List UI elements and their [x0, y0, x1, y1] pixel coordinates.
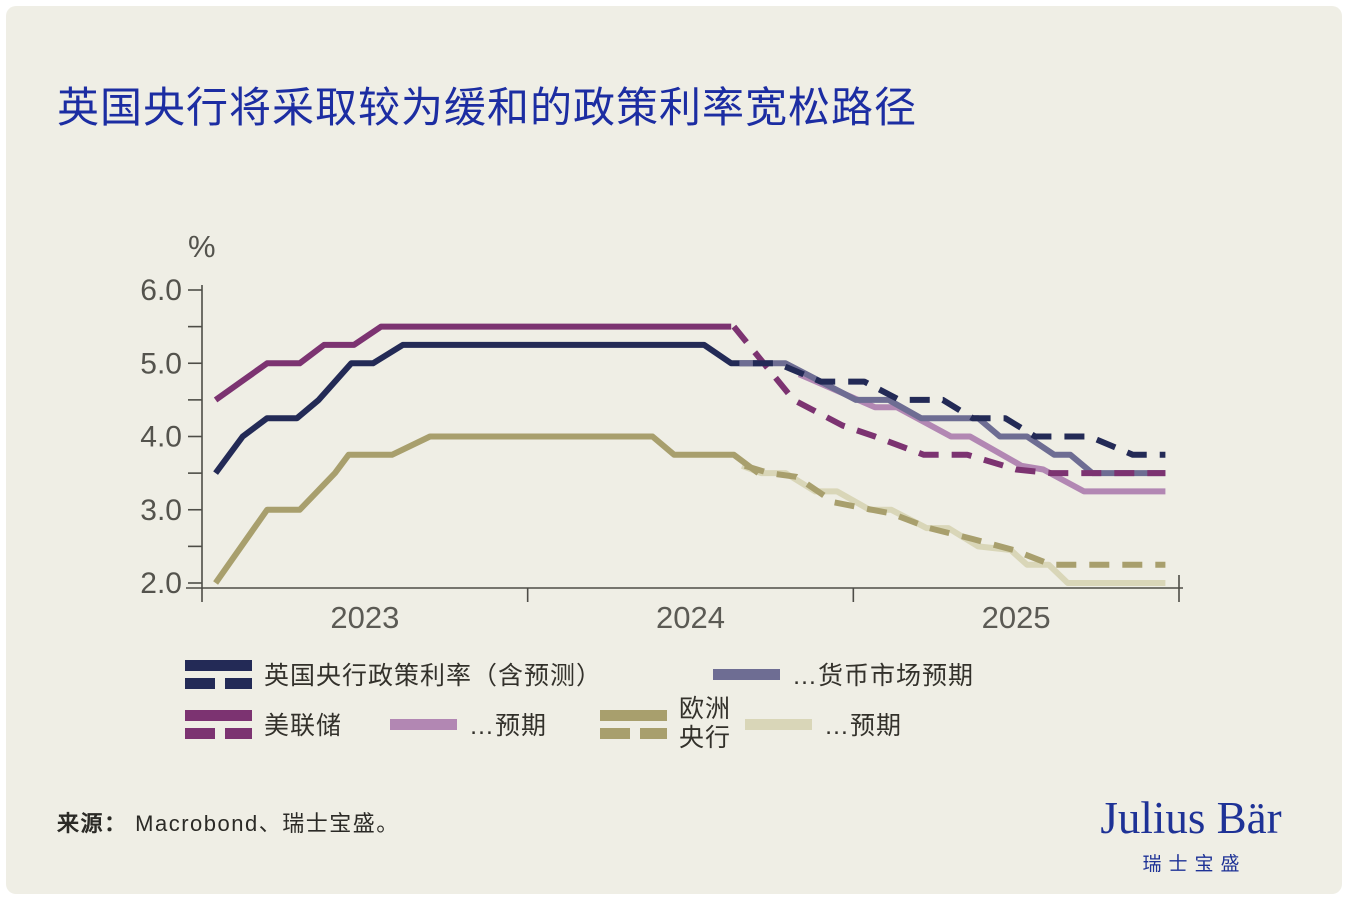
legend-swatch-solid	[390, 718, 457, 730]
legend-row-2: 美联储 …预期 欧洲 央行 …预期	[0, 695, 1348, 752]
x-year-label: 2024	[656, 600, 725, 635]
y-tick-label: 6.0	[140, 274, 182, 307]
legend-item: …预期	[390, 700, 547, 748]
legend-item: 美联储	[185, 700, 342, 748]
logo-wordmark: Julius Bär	[1100, 793, 1282, 843]
series-fed_forecast	[731, 324, 1166, 477]
legend-swatch-solid	[713, 668, 780, 680]
series-fed_actual	[213, 323, 732, 403]
series-ecb_actual	[213, 433, 761, 585]
x-year-label: 2025	[982, 600, 1051, 635]
legend-item: 欧洲 央行	[600, 695, 731, 752]
legend-row-1: 英国央行政策利率（含预测） …货币市场预期	[0, 650, 1348, 698]
chart-title: 英国央行将采取较为缓和的政策利率宽松路径	[57, 84, 918, 132]
legend-label: 英国央行政策利率（含预测）	[264, 662, 603, 690]
y-tick-label: 2.0	[140, 567, 182, 600]
y-axis-unit-label: %	[188, 229, 216, 264]
legend-item: …预期	[745, 700, 902, 748]
series-boe_actual	[213, 341, 762, 475]
series-fed_expectation	[797, 371, 1166, 495]
legend-label: …货币市场预期	[792, 662, 975, 690]
legend-label: 美联储	[264, 712, 343, 740]
legend-label: …预期	[469, 712, 548, 740]
y-tick-label: 5.0	[140, 347, 182, 380]
series-money_market_expectation	[739, 360, 1166, 477]
logo-chinese-name: 瑞士宝盛	[1142, 853, 1247, 875]
legend-swatch-solid_dash	[185, 709, 252, 739]
julius-baer-logo: Julius Bär 瑞士宝盛	[1085, 793, 1297, 876]
series-ecb_forecast	[743, 462, 1166, 568]
source-note: 来源： Macrobond、瑞士宝盛。	[57, 806, 400, 838]
legend-swatch-solid_dash	[600, 709, 667, 739]
legend-swatch-solid	[745, 718, 812, 730]
legend-item: …货币市场预期	[713, 650, 974, 698]
legend-swatch-solid_dash	[185, 659, 252, 689]
series-boe_forecast	[752, 360, 1166, 458]
x-year-label: 2023	[330, 600, 399, 635]
legend-label: …预期	[824, 712, 903, 740]
y-tick-label: 4.0	[140, 421, 182, 454]
y-tick-label: 3.0	[140, 494, 182, 527]
slide-background	[6, 6, 1342, 894]
source-label: 来源：	[57, 811, 128, 836]
legend-item: 英国央行政策利率（含预测）	[185, 650, 602, 698]
source-text: Macrobond、瑞士宝盛。	[127, 811, 400, 836]
legend-label: 欧洲 央行	[679, 694, 732, 753]
